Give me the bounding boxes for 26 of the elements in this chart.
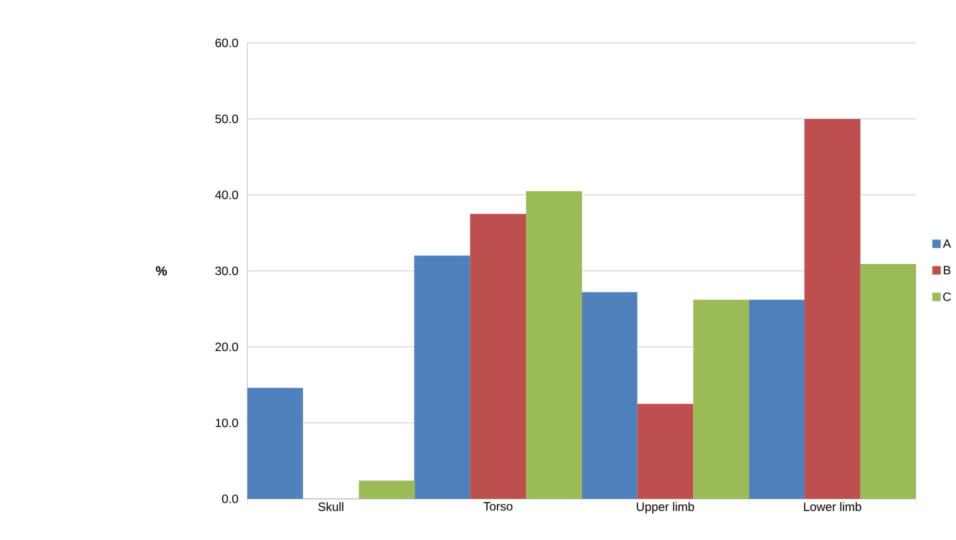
x-tick-label: Torso bbox=[484, 502, 512, 511]
x-tick-label: Upper limb bbox=[636, 502, 694, 514]
y-tick-label: 50.0 bbox=[215, 114, 238, 124]
legend-label: B bbox=[944, 266, 950, 274]
legend-label: A bbox=[942, 239, 951, 248]
bar bbox=[748, 300, 804, 499]
y-tick-label: 20.0 bbox=[216, 342, 238, 352]
y-tick-label: 10.0 bbox=[216, 418, 238, 428]
bar bbox=[526, 191, 582, 499]
y-tick-label: 0.0 bbox=[222, 494, 238, 504]
bar bbox=[470, 214, 526, 499]
y-tick-label: 40.0 bbox=[215, 190, 238, 200]
bar bbox=[414, 256, 470, 499]
legend-label: C bbox=[943, 292, 951, 302]
bar bbox=[581, 292, 638, 499]
bar bbox=[358, 480, 415, 499]
bar bbox=[693, 300, 750, 499]
bar bbox=[637, 404, 694, 499]
y-tick-label: 30.0 bbox=[215, 266, 238, 276]
x-tick-label: Lower limb bbox=[804, 502, 862, 512]
y-axis-title: % bbox=[156, 266, 167, 276]
x-tick-label: Skull bbox=[318, 502, 344, 512]
bar bbox=[804, 118, 860, 499]
y-tick-label: 60.0 bbox=[216, 38, 238, 48]
bar bbox=[860, 264, 916, 499]
bar bbox=[247, 388, 303, 499]
